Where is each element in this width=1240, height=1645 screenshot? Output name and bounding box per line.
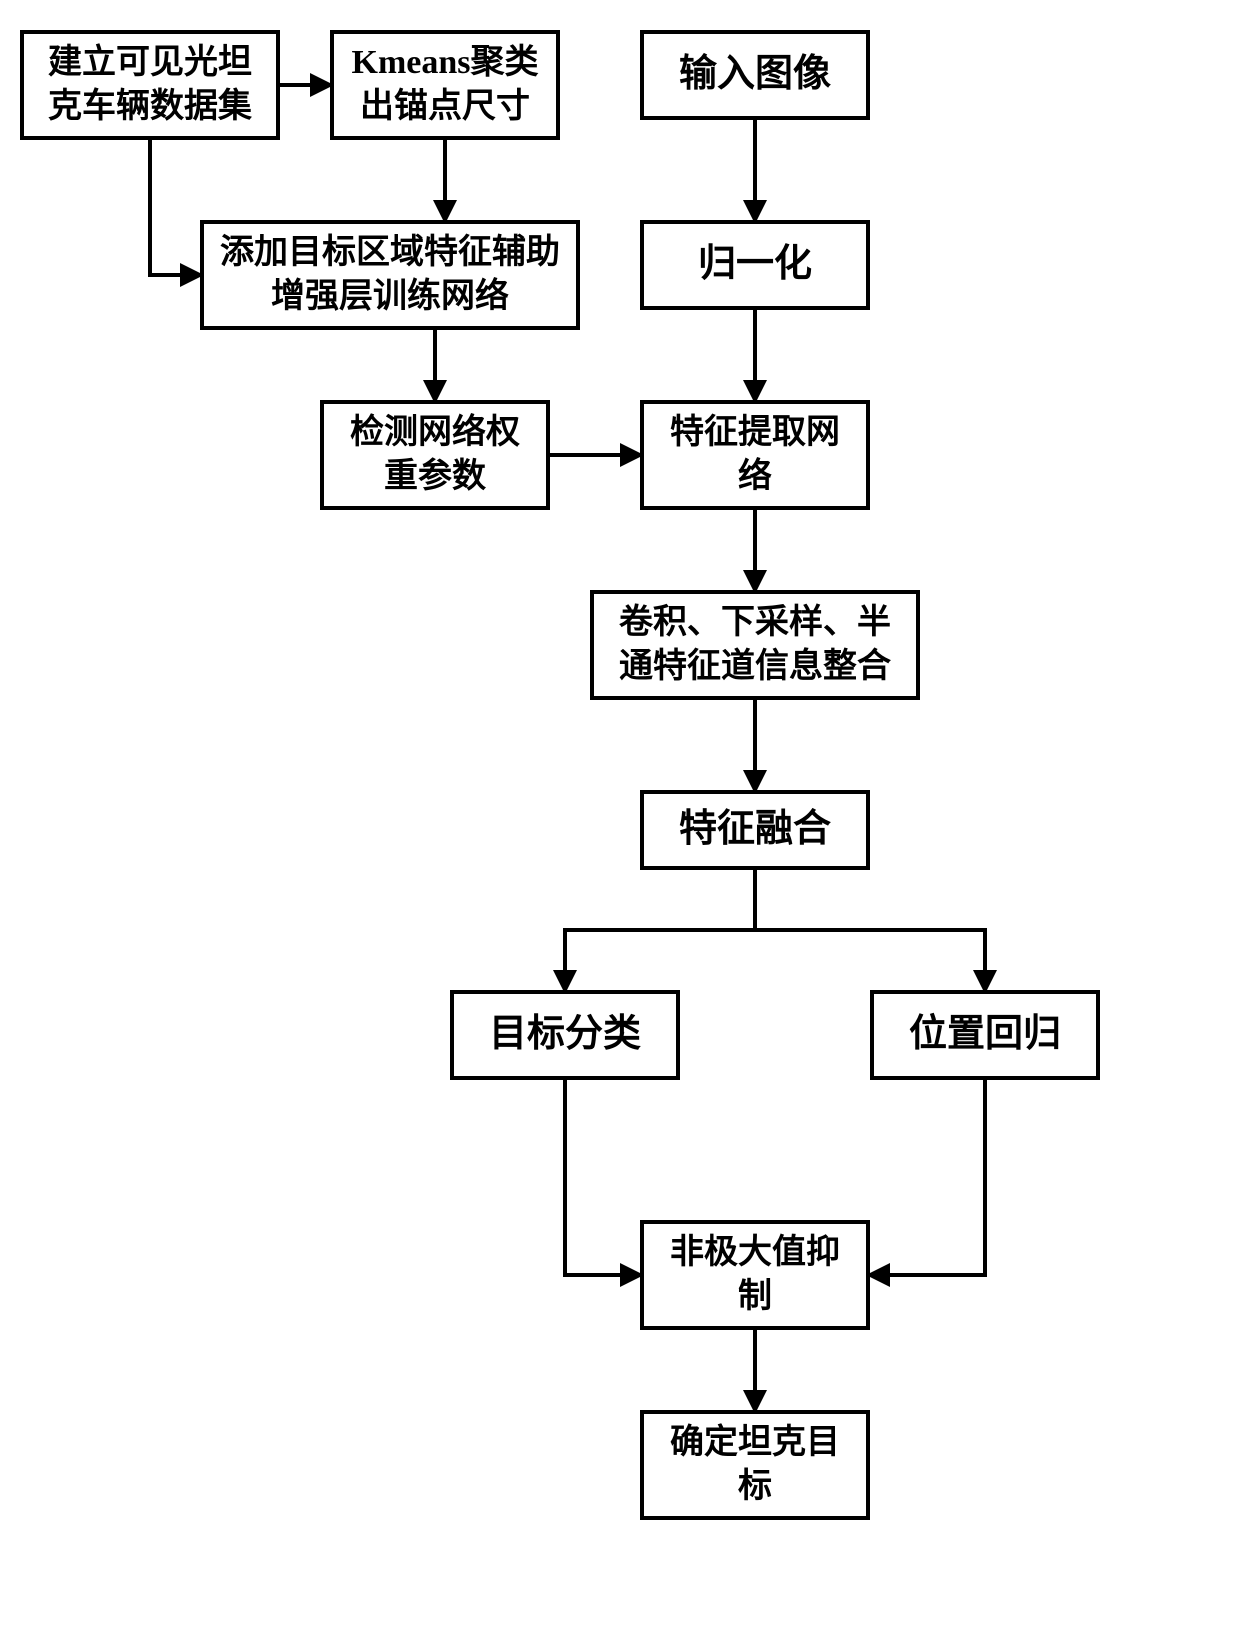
- node-label: 归一化: [698, 240, 812, 289]
- node-label: 位置回归: [909, 1010, 1061, 1059]
- node-determine-target: 确定坦克目标: [640, 1410, 870, 1520]
- node-feature-fusion: 特征融合: [640, 790, 870, 870]
- node-kmeans: Kmeans聚类出锚点尺寸: [330, 30, 560, 140]
- node-label: 建立可见光坦克车辆数据集: [36, 41, 264, 129]
- node-label: 特征提取网络: [656, 411, 854, 499]
- node-auxiliary-layer: 添加目标区域特征辅助增强层训练网络: [200, 220, 580, 330]
- node-label: 确定坦克目标: [656, 1421, 854, 1509]
- node-label: Kmeans聚类出锚点尺寸: [346, 41, 544, 129]
- node-normalize: 归一化: [640, 220, 870, 310]
- node-target-classify: 目标分类: [450, 990, 680, 1080]
- node-label: 添加目标区域特征辅助增强层训练网络: [216, 231, 564, 319]
- flowchart-arrows: [0, 0, 1240, 1645]
- node-conv-downsample: 卷积、下采样、半通特征道信息整合: [590, 590, 920, 700]
- node-label: 目标分类: [489, 1010, 641, 1059]
- node-label: 卷积、下采样、半通特征道信息整合: [606, 601, 904, 689]
- node-weight-params: 检测网络权重参数: [320, 400, 550, 510]
- node-input-image: 输入图像: [640, 30, 870, 120]
- node-label: 非极大值抑制: [656, 1231, 854, 1319]
- node-dataset: 建立可见光坦克车辆数据集: [20, 30, 280, 140]
- node-position-regress: 位置回归: [870, 990, 1100, 1080]
- node-nms: 非极大值抑制: [640, 1220, 870, 1330]
- node-label: 输入图像: [679, 50, 831, 99]
- node-label: 特征融合: [679, 805, 831, 854]
- node-label: 检测网络权重参数: [336, 411, 534, 499]
- node-feature-extract: 特征提取网络: [640, 400, 870, 510]
